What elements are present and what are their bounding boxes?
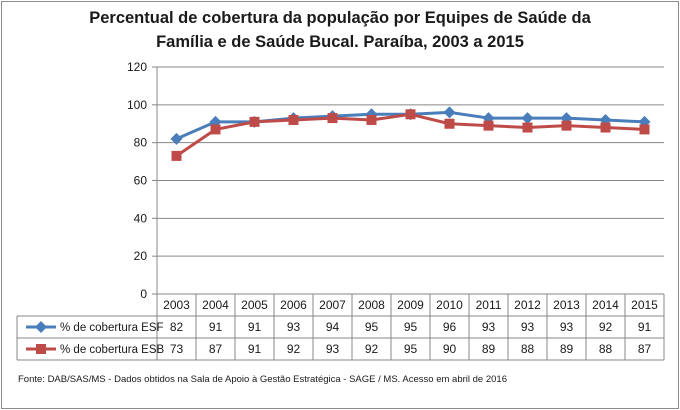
gridlines [157, 66, 664, 257]
table-cell-value: 93 [326, 342, 340, 356]
table-cell-value: 93 [287, 320, 301, 334]
legend-entry: % de cobertura ESB [60, 344, 165, 356]
series-lines [170, 106, 651, 161]
x-category-label: 2012 [514, 298, 541, 312]
y-tick-label: 80 [134, 136, 148, 150]
legend-key-marker [36, 344, 46, 354]
x-category-label: 2007 [319, 298, 346, 312]
table-cell-value: 93 [521, 320, 535, 334]
line-chart: 0 20 40 60 80 100 120 2003 2004 2005 2006 2007 2008… [16, 60, 665, 361]
table-cell-value: 95 [404, 320, 418, 334]
table-cell-value: 87 [209, 342, 223, 356]
data-point [522, 122, 533, 133]
data-table: 2003 2004 2005 2006 2007 2008 2009 2010 2011 2012… [16, 293, 665, 361]
y-tick-label: 0 [140, 287, 147, 301]
x-category-label: 2009 [397, 298, 424, 312]
table-cell-value: 87 [638, 342, 652, 356]
data-point [327, 113, 338, 124]
x-category-label: 2015 [631, 298, 658, 312]
table-cell-value: 95 [365, 320, 379, 334]
data-point [443, 106, 456, 119]
table-cell-value: 88 [599, 342, 613, 356]
data-point [171, 150, 182, 161]
x-category-label: 2004 [202, 298, 229, 312]
table-cell-value: 92 [287, 342, 301, 356]
table-cell-value: 91 [248, 342, 262, 356]
data-point [521, 112, 534, 125]
x-category-label: 2010 [436, 298, 463, 312]
x-category-label: 2013 [553, 298, 580, 312]
table-cell-value: 95 [404, 342, 418, 356]
source-note: Fonte: DAB/SAS/MS - Dados obtidos na Sal… [18, 374, 507, 385]
table-cell-value: 91 [209, 320, 223, 334]
legend-key-marker [35, 321, 47, 333]
data-point [366, 114, 377, 125]
x-category-label: 2011 [476, 298, 502, 312]
chart-title-line1: Percentual de cobertura da população por… [89, 9, 591, 27]
data-point [210, 124, 221, 135]
legend-entry: % de cobertura ESF [60, 322, 164, 334]
x-category-label: 2014 [592, 298, 619, 312]
data-point [288, 114, 299, 125]
table-cell-value: 82 [170, 320, 184, 334]
x-category-label: 2006 [280, 298, 307, 312]
y-tick-label: 60 [134, 174, 148, 188]
chart-title-line2: Família e de Saúde Bucal. Paraíba, 2003 … [156, 33, 524, 51]
table-cell-value: 91 [638, 320, 652, 334]
y-tick-label: 40 [134, 211, 148, 225]
table-cell-value: 96 [443, 320, 457, 334]
table-cell-value: 90 [443, 342, 457, 356]
data-point [639, 124, 650, 135]
data-point [600, 122, 611, 133]
y-axis: 0 20 40 60 80 100 120 [127, 60, 158, 301]
data-point [249, 116, 260, 127]
table-cell-value: 93 [560, 320, 574, 334]
y-tick-label: 120 [127, 60, 147, 74]
table-cell-value: 92 [599, 320, 613, 334]
table-cell-value: 89 [482, 342, 496, 356]
x-category-label: 2003 [163, 298, 190, 312]
chart-title: Percentual de cobertura da população por… [0, 6, 680, 54]
table-cell-value: 88 [521, 342, 535, 356]
table-cell-value: 73 [170, 342, 184, 356]
table-cell-value: 94 [326, 320, 340, 334]
y-tick-label: 100 [127, 98, 147, 112]
data-point [444, 118, 455, 129]
data-point [483, 120, 494, 131]
y-tick-label: 20 [134, 249, 148, 263]
table-cell-value: 93 [482, 320, 496, 334]
x-category-label: 2005 [241, 298, 268, 312]
x-category-label: 2008 [358, 298, 385, 312]
data-point [170, 132, 183, 145]
table-cell-value: 91 [248, 320, 262, 334]
table-cell-value: 89 [560, 342, 574, 356]
data-point [405, 109, 416, 120]
table-cell-value: 92 [365, 342, 379, 356]
data-point [561, 120, 572, 131]
